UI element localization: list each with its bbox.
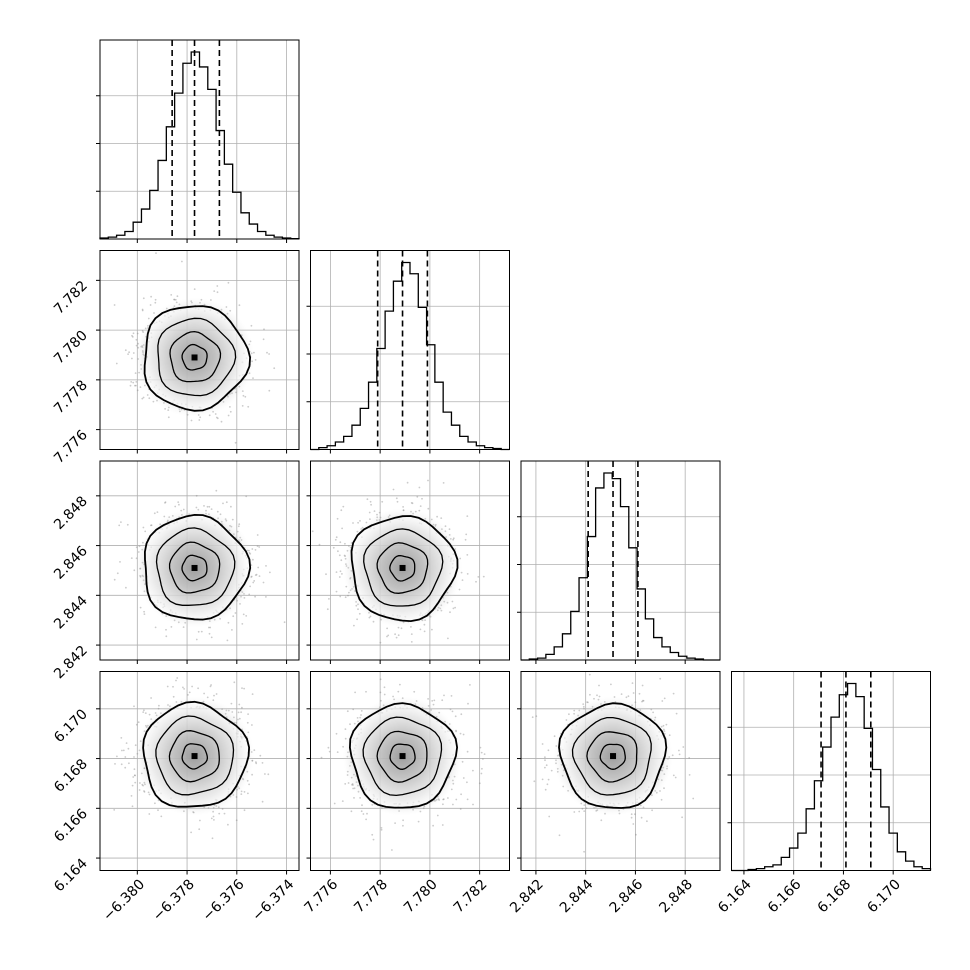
y-tick-label-1-1: 7.778	[51, 377, 91, 417]
histogram-3	[731, 682, 932, 872]
x-tick-label-2-0: 2.842	[507, 877, 547, 917]
panel-3-3	[727, 671, 932, 875]
y-tick-label-1-0: 7.776	[51, 427, 91, 467]
panel-3-0	[96, 671, 300, 875]
y-tick-label-3-0: 6.164	[51, 856, 91, 896]
panel-3-1	[306, 671, 510, 875]
x-tick-label-1-1: 7.778	[351, 877, 391, 917]
x-tick-label-1-3: 7.782	[451, 877, 491, 917]
panel-frame	[520, 460, 721, 661]
contour-2-1-3	[389, 554, 416, 582]
density-peak-1-0	[191, 354, 198, 361]
x-tick-label-0-0: −6.380	[100, 877, 148, 925]
density-peak-3-2	[610, 753, 617, 760]
x-tick-label-2-1: 2.844	[557, 876, 597, 916]
panel-frame	[99, 671, 300, 871]
y-tick-label-1-2: 7.780	[51, 328, 91, 368]
x-tick-label-3-3: 6.170	[864, 877, 904, 917]
contour-1-0-1	[157, 317, 237, 397]
panel-2-2	[517, 460, 721, 664]
panel-frame	[310, 671, 510, 871]
x-tick-label-1-2: 7.780	[401, 877, 441, 917]
panel-frame	[520, 671, 721, 871]
histogram-1	[310, 261, 510, 451]
contour-3-1-1	[362, 716, 443, 797]
y-tick-label-2-2: 2.846	[51, 543, 91, 583]
panel-2-0	[96, 460, 300, 664]
panel-frame	[99, 250, 300, 450]
contour-1-0-3	[181, 343, 208, 371]
contour-3-0-3	[181, 743, 209, 770]
x-tick-label-2-3: 2.848	[656, 877, 696, 917]
panel-frame	[99, 39, 300, 240]
panel-frame	[310, 460, 510, 661]
y-tick-label-1-3: 7.782	[51, 278, 91, 318]
panel-frame	[99, 460, 300, 661]
panel-3-2	[517, 671, 721, 875]
contour-3-2-1	[571, 716, 652, 796]
histogram-2	[521, 472, 720, 661]
y-tick-label-3-2: 6.168	[51, 756, 91, 796]
contour-2-1-2	[376, 542, 429, 594]
panel-0-0	[96, 39, 300, 243]
density-peak-3-0	[191, 753, 198, 760]
contour-2-1-1	[363, 528, 444, 607]
contour-2-0-3	[181, 554, 208, 582]
y-tick-label-3-1: 6.166	[51, 806, 91, 846]
panel-2-1	[306, 460, 510, 664]
contour-1-0-2	[169, 330, 222, 383]
y-tick-label-2-1: 2.844	[51, 593, 91, 633]
histogram-0	[99, 51, 300, 240]
panel-1-1	[306, 250, 510, 454]
panel-frame	[731, 671, 931, 871]
contour-3-1-3	[389, 743, 416, 770]
density-peak-2-0	[191, 564, 198, 571]
contour-3-2-2	[586, 731, 638, 783]
x-tick-label-1-0: 7.776	[302, 876, 342, 916]
contour-3-0-1	[155, 715, 235, 796]
x-tick-label-3-0: 6.164	[715, 876, 755, 916]
contour-3-0-2	[168, 730, 220, 783]
contour-2-0-1	[155, 527, 236, 606]
panel-frame	[310, 250, 510, 450]
density-peak-3-1	[399, 753, 406, 760]
y-tick-label-2-3: 2.848	[51, 493, 91, 533]
contour-3-1-2	[376, 730, 428, 783]
contour-2-0-2	[168, 541, 221, 594]
contour-3-2-3	[599, 743, 626, 770]
y-tick-label-2-0: 2.842	[51, 643, 91, 683]
x-tick-label-0-2: −6.376	[200, 876, 248, 924]
x-tick-label-3-1: 6.166	[765, 876, 805, 916]
x-tick-label-0-1: −6.378	[150, 877, 198, 925]
x-tick-label-2-2: 2.846	[607, 876, 647, 916]
density-peak-2-1	[399, 564, 406, 571]
y-tick-label-3-3: 6.170	[51, 706, 91, 746]
panel-1-0	[96, 250, 300, 454]
x-tick-label-0-3: −6.374	[249, 876, 297, 924]
x-tick-label-3-2: 6.168	[815, 877, 855, 917]
